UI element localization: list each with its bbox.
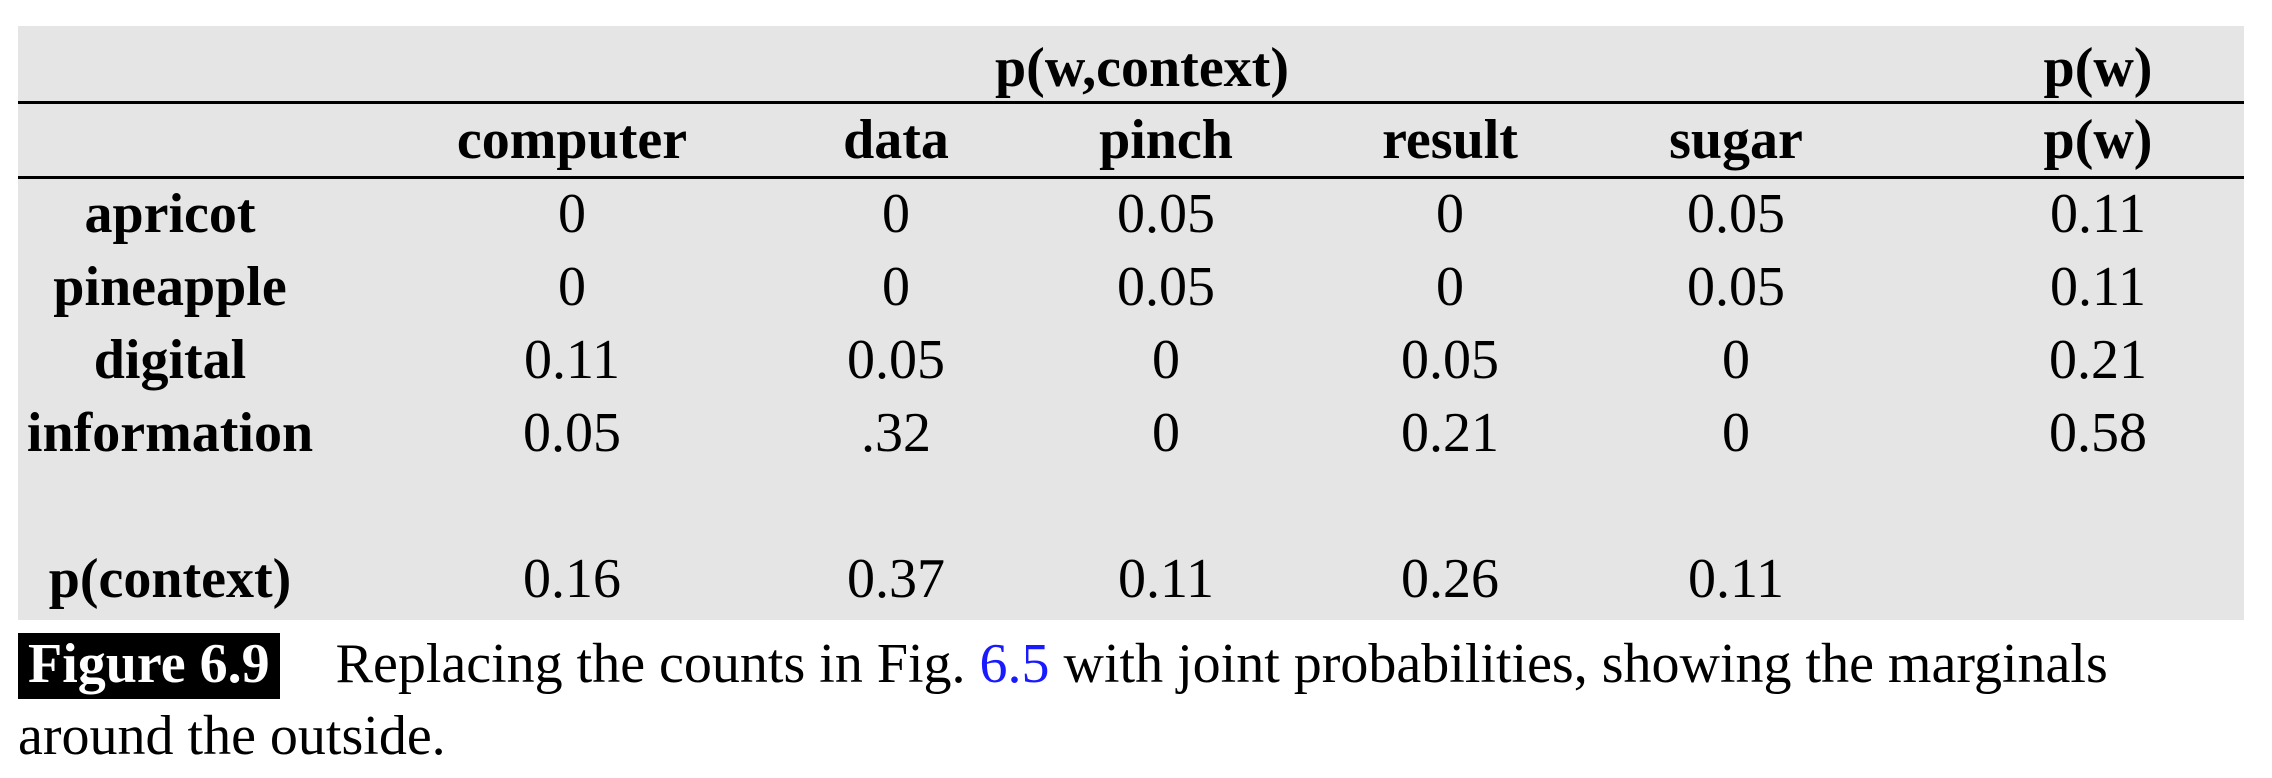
header-rule-bottom (18, 176, 2244, 179)
table-cell: .32 (861, 402, 931, 464)
row-label: information (26, 402, 314, 464)
context-cell: 0.11 (1688, 548, 1784, 610)
table-cell: 0 (558, 183, 586, 245)
joint-probability-table: p(w,context) p(w) computer data pinch re… (18, 26, 2244, 620)
table-cell: 0.05 (1117, 183, 1215, 245)
table-cell: 0.11 (524, 329, 620, 391)
table-cell: 0.58 (2049, 402, 2147, 464)
figure-reference-link[interactable]: 6.5 (979, 633, 1050, 695)
table-cell: 0 (1436, 183, 1464, 245)
context-cell: 0.11 (1118, 548, 1214, 610)
table-cell: 0.11 (2050, 256, 2146, 318)
column-header: data (843, 109, 949, 171)
context-row-label: p(context) (48, 548, 292, 610)
row-label: pineapple (53, 256, 287, 318)
group-header: p(w,context) (995, 37, 1289, 99)
table-cell: 0 (1722, 402, 1750, 464)
figure-caption: Figure 6.9 Replacing the counts in Fig. 6… (18, 628, 2244, 772)
column-header: sugar (1669, 109, 1803, 171)
context-cell: 0.16 (523, 548, 621, 610)
column-header: computer (456, 109, 688, 171)
table-cell: 0.11 (2050, 183, 2146, 245)
table-cell: 0 (882, 256, 910, 318)
table-cell: 0 (558, 256, 586, 318)
column-header: result (1382, 109, 1518, 171)
table-cell: 0 (882, 183, 910, 245)
table-cell: 0 (1436, 256, 1464, 318)
table-cell: 0.05 (1687, 256, 1785, 318)
table-cell: 0.05 (847, 329, 945, 391)
table-cell: 0.05 (1687, 183, 1785, 245)
caption-text: Replacing the counts in Fig. (335, 633, 980, 695)
table-cell: 0 (1152, 329, 1180, 391)
table-cell: 0 (1152, 402, 1180, 464)
table-cell: 0.21 (1401, 402, 1499, 464)
row-label: apricot (84, 183, 256, 245)
figure-label: Figure 6.9 (18, 633, 280, 699)
table-cell: 0.05 (1401, 329, 1499, 391)
table-cell: 0.05 (1117, 256, 1215, 318)
table-cell: 0 (1722, 329, 1750, 391)
marginal-header: p(w) (2043, 37, 2153, 99)
column-header: p(w) (2043, 109, 2153, 171)
caption-text-continued: with joint probabilities, showing the ma… (18, 633, 2108, 767)
context-cell: 0.26 (1401, 548, 1499, 610)
header-rule-top (18, 101, 2244, 104)
table-cell: 0.05 (523, 402, 621, 464)
context-cell: 0.37 (847, 548, 945, 610)
row-label: digital (93, 329, 247, 391)
column-header: pinch (1099, 109, 1233, 171)
table-cell: 0.21 (2049, 329, 2147, 391)
